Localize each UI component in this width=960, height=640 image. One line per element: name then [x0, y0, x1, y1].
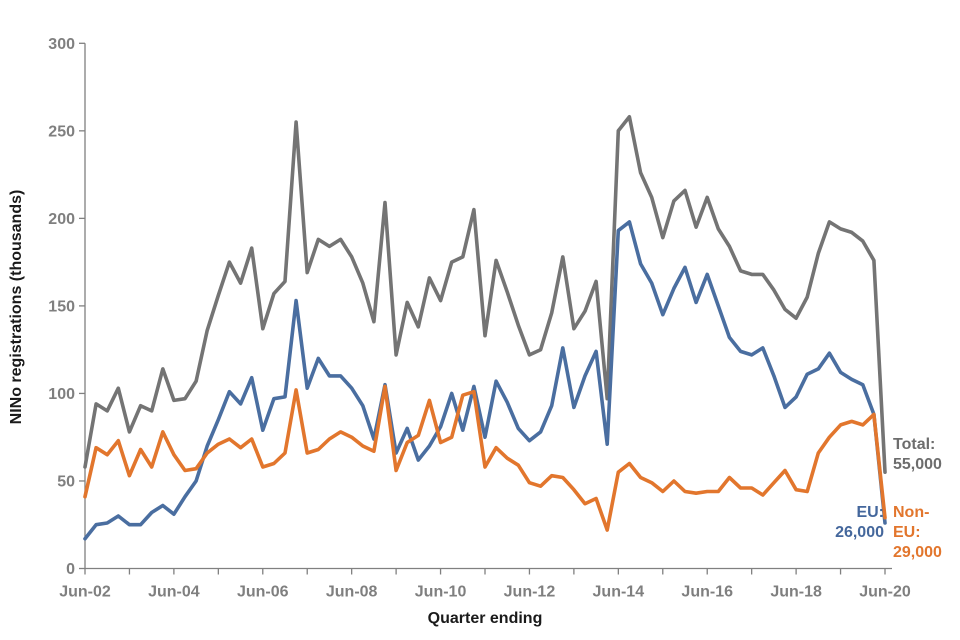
x-tick-label: Jun-20 [859, 584, 911, 601]
non-eu-series-label-line3: 29,000 [893, 544, 942, 561]
x-axis-title: Quarter ending [427, 610, 543, 627]
x-tick-label: Jun-08 [326, 584, 378, 601]
non-eu-line [83, 384, 887, 532]
y-tick-label: 0 [66, 561, 75, 578]
eu-line [83, 220, 887, 541]
y-tick-label: 250 [48, 123, 75, 140]
x-tick-label: Jun-02 [59, 584, 111, 601]
y-tick-label: 100 [48, 386, 75, 403]
eu-series-label-line1: EU: [856, 504, 884, 521]
x-tick-label: Jun-18 [770, 584, 822, 601]
x-tick-label: Jun-16 [681, 584, 733, 601]
y-tick-label: 150 [48, 298, 75, 315]
eu-series-label-line2: 26,000 [835, 524, 884, 541]
total-series-label: Total: 55,000 [893, 435, 942, 475]
non-eu-series-label: Non- EU: 29,000 [893, 503, 942, 563]
x-tick-label: Jun-12 [504, 584, 556, 601]
non-eu-series-label-line2: EU: [893, 524, 921, 541]
total-series-label-line2: 55,000 [893, 456, 942, 473]
y-tick-label: 50 [57, 473, 75, 490]
x-tick-label: Jun-10 [415, 584, 467, 601]
eu-series-label: EU: 26,000 [790, 503, 884, 543]
y-axis-title: NINo registrations (thousands) [8, 189, 25, 425]
total-line [83, 115, 887, 474]
total-series-label-line1: Total: [893, 436, 936, 453]
x-tick-label: Jun-04 [148, 584, 200, 601]
non-eu-series-label-line1: Non- [893, 504, 930, 521]
y-tick-label: 200 [48, 211, 75, 228]
x-tick-label: Jun-14 [593, 584, 645, 601]
x-tick-label: Jun-06 [237, 584, 289, 601]
y-tick-label: 300 [48, 36, 75, 53]
